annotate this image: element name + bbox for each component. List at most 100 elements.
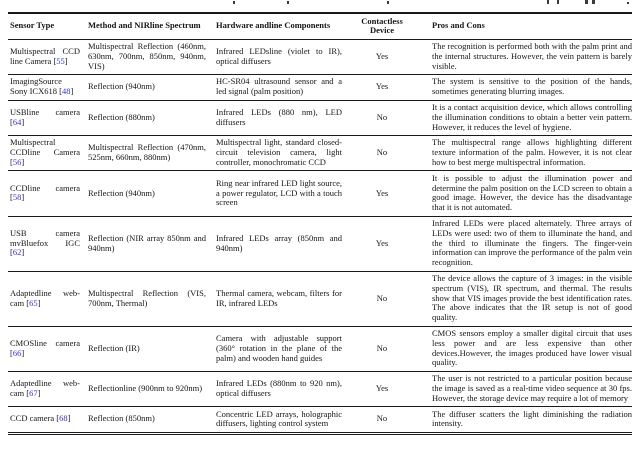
sensor-name: Multispectral CCD line Cam­era (10, 45, 80, 66)
cropped-caption-fragment (233, 1, 235, 4)
cropped-caption-fragment (592, 0, 595, 4)
sensor-type-cell: USB camera mvBluefox IGC [62] (8, 216, 88, 271)
citation-link[interactable]: 66 (12, 347, 22, 358)
pros-and-cons-cell: The device allows the capture of 3 image… (432, 273, 632, 323)
table-row: CCDline cam­era [58] Reflection (940nm) … (8, 170, 632, 216)
contactless-device-cell: No (376, 111, 388, 122)
contactless-device-cell: No (376, 292, 388, 303)
citation-link[interactable]: 48 (61, 86, 71, 97)
citation-bracket-close: ] (67, 413, 71, 424)
citation-bracket-open: [ (10, 116, 13, 127)
citation-bracket-open: [ (53, 55, 57, 66)
citation: [64] (10, 117, 24, 127)
citation: [65] (26, 298, 40, 308)
sensor-type-cell: USBline cam­era [64] (8, 100, 88, 135)
pros-and-cons-cell: It is possible to adjust the illuminatio… (432, 172, 632, 213)
method-spectrum-cell: Reflectionline (900nm to 920nm) (88, 383, 203, 393)
hardware-components-cell: Infrared LEDsline (violet to IR), optica… (216, 45, 342, 66)
citation: [55] (53, 56, 67, 66)
sensor-name: Multispectral CCDline Cam­era (10, 137, 80, 158)
citation-bracket-open: [ (26, 297, 30, 308)
citation-link[interactable]: 65 (29, 297, 38, 308)
citation-bracket-open: [ (10, 192, 13, 203)
citation: [58] (10, 192, 25, 203)
table-row: CMOSline cam­era [66] Reflection (IR) Ca… (8, 326, 632, 371)
cropped-caption-fragment (585, 0, 588, 4)
hardware-components-cell: Concentric LED arrays, holo­graphic diff… (216, 408, 342, 429)
method-spectrum-cell: Reflection (940nm) (88, 81, 155, 92)
citation-link[interactable]: 55 (56, 55, 65, 66)
hardware-components-cell: HC-SR04 ultrasound sensor and a led sign… (216, 76, 342, 97)
citation-link[interactable]: 68 (59, 413, 68, 424)
sensor-type-cell: Multispectral CCD line Cam­era [55] (8, 39, 88, 74)
citation-link[interactable]: 62 (12, 247, 22, 258)
contactless-device-cell: No (376, 342, 388, 353)
sensor-type-cell: Adaptedline web­cam [65] (8, 271, 88, 326)
sensor-name: USBline cam­era (10, 106, 80, 117)
citation-link[interactable]: 58 (12, 192, 22, 203)
sensor-name: Adaptedline web­cam (10, 378, 80, 398)
column-header-pros-and-cons: Pros and Cons (432, 20, 485, 31)
pros-and-cons-cell: The multispectral range allows highlight… (432, 137, 632, 168)
cropped-caption-fragment (287, 1, 289, 4)
method-spectrum-cell: Multispectral Reflection (470nm, 525nm, … (88, 142, 206, 163)
sensor-type-cell: CMOSline cam­era [66] (8, 326, 88, 371)
method-spectrum-cell: Reflection (850nm) (88, 413, 155, 424)
pros-and-cons-cell: The recognition is performed both with t… (432, 41, 632, 71)
column-header-method-spectrum: Method and NIRline Spec­trum (88, 20, 201, 31)
citation-link[interactable]: 64 (12, 116, 22, 127)
citation-bracket-close: ] (70, 86, 74, 97)
sensor-name: CCD camera (10, 413, 55, 424)
hardware-components-cell: Infrared LEDs (880nm to 920 nm), optical… (216, 378, 342, 398)
citation-bracket-close: ] (21, 192, 25, 203)
citation-bracket-close: ] (21, 347, 25, 358)
method-spectrum-cell: Reflection (880nm) (88, 111, 155, 122)
table-row: Multispectral CCD line Cam­era [55] Mult… (8, 39, 632, 74)
citation-bracket-close: ] (64, 55, 68, 66)
citation: [56] (10, 157, 24, 167)
citation: [62] (10, 247, 25, 258)
sensor-type-cell: Adaptedline web­cam [67] (8, 371, 88, 406)
table-header: Sensor Type Method and NIRline Spec­trum… (8, 13, 632, 39)
contactless-device-cell: Yes (375, 187, 389, 198)
sensor-name: CCDline cam­era (10, 182, 80, 193)
cropped-caption-fragment (627, 2, 629, 4)
table-row: Multispectral CCDline Cam­era [56] Multi… (8, 135, 632, 170)
citation-bracket-open: [ (59, 86, 62, 97)
citation-bracket-close: ] (21, 157, 25, 168)
citation-bracket-close: ] (37, 297, 41, 308)
cropped-caption-fragment (387, 1, 389, 4)
hardware-components-cell: Infrared LEDs array (850nm and 940nm) (216, 232, 342, 253)
column-header-hardware-components: Hardware andline Compo­nents (216, 20, 331, 31)
citation-link[interactable]: 67 (29, 387, 38, 398)
sensor-type-cell: CCD camera [68] (8, 407, 88, 434)
hardware-components-cell: Ring near infrared LED light source, a p… (216, 177, 342, 208)
hardware-components-cell: Infrared LEDs (880 nm), LED diffusers (216, 106, 342, 127)
table-row: Adaptedline web­cam [67] Reflectionline … (8, 371, 632, 406)
citation: [48] (59, 86, 73, 96)
citation-bracket-close: ] (21, 247, 25, 258)
citation-bracket-open: [ (56, 413, 60, 424)
column-header-contactless-device: Contactless Device (361, 15, 403, 36)
sensor-name: CMOSline cam­era (10, 337, 80, 348)
table-row: CCD camera [68] Reflection (850nm) Conce… (8, 406, 632, 434)
table-body: Multispectral CCD line Cam­era [55] Mult… (8, 39, 632, 433)
sensor-type-cell: ImagingSource Sony ICX618 [48] (8, 74, 88, 100)
contactless-device-cell: Yes (375, 237, 389, 248)
contactless-device-cell: No (376, 413, 388, 424)
citation-link[interactable]: 56 (12, 157, 22, 168)
hardware-components-cell: Multispectral light, standard closed-cir… (216, 137, 342, 168)
citation-bracket-open: [ (26, 387, 30, 398)
method-spectrum-cell: Reflection (IR) (88, 342, 140, 353)
hardware-components-cell: Thermal camera, webcam, fil­ters for IR,… (216, 287, 342, 308)
citation-bracket-open: [ (10, 347, 13, 358)
method-spectrum-cell: Reflection (940nm) (88, 187, 155, 198)
contactless-device-cell: Yes (375, 383, 389, 393)
hardware-components-cell: Camera with adjustable sup­port (360° ro… (216, 332, 342, 363)
method-spectrum-cell: Reflection (NIR array 850nm and 940nm) (88, 232, 206, 253)
cropped-caption-fragment (547, 0, 549, 4)
sensor-name: Adaptedline web­cam (10, 287, 80, 308)
sensor-type-cell: CCDline cam­era [58] (8, 171, 88, 216)
table-row: ImagingSource Sony ICX618 [48] Reflectio… (8, 74, 632, 100)
method-spectrum-cell: Multispectral Reflection (460nm, 630nm, … (88, 41, 206, 71)
